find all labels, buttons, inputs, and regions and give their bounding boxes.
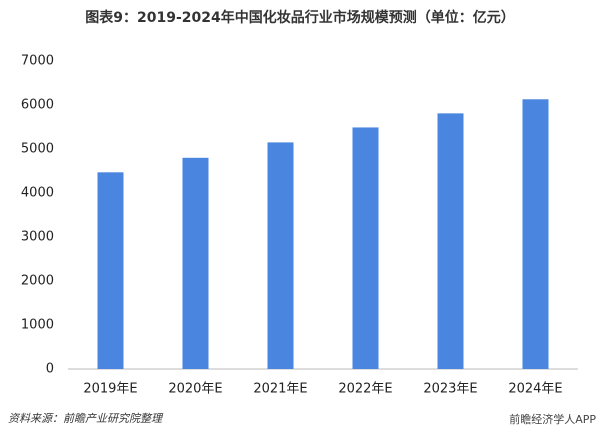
bar — [182, 157, 209, 369]
y-tick-label: 2000 — [21, 274, 54, 289]
bar — [267, 142, 294, 369]
y-tick-label: 4000 — [21, 186, 54, 201]
x-tick-label: 2019年E — [83, 382, 137, 397]
y-tick-label: 5000 — [21, 142, 54, 157]
x-tick-label: 2020年E — [168, 382, 222, 397]
chart-title: 图表9：2019-2024年中国化妆品行业市场规模预测（单位：亿元） — [85, 9, 514, 26]
bar — [352, 127, 379, 369]
bar — [522, 99, 549, 369]
x-tick-label: 2024年E — [508, 382, 562, 397]
bar — [437, 113, 464, 369]
bar — [97, 172, 124, 369]
y-tick-label: 7000 — [21, 54, 54, 69]
x-tick-label: 2023年E — [423, 382, 477, 397]
y-tick-label: 6000 — [21, 98, 54, 113]
watermark: 前瞻经济学人APP — [509, 412, 596, 426]
source-note: 资料来源：前瞻产业研究院整理 — [8, 412, 164, 425]
x-tick-label: 2021年E — [253, 382, 307, 397]
y-tick-label: 3000 — [21, 230, 54, 245]
y-tick-label: 1000 — [21, 318, 54, 333]
y-tick-label: 0 — [46, 362, 54, 377]
x-tick-label: 2022年E — [338, 382, 392, 397]
